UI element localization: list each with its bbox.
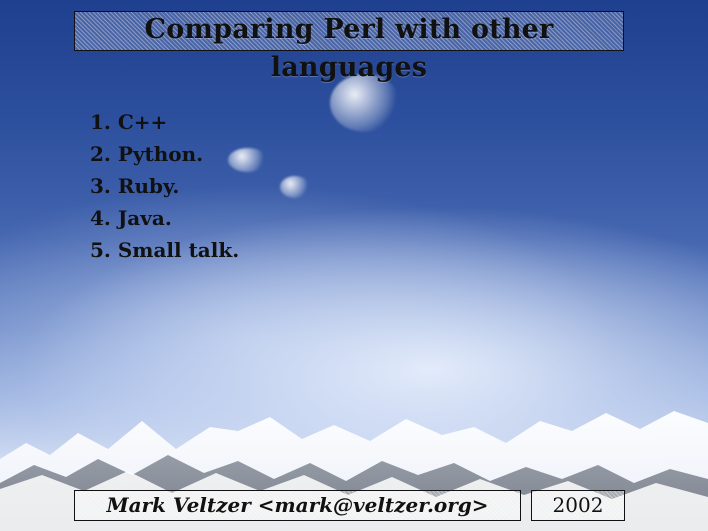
footer-author-box [74,490,521,521]
list-item: 2. Python. [90,142,204,166]
slide-title: Comparing Perl with other languages [144,14,554,83]
list-item: 5. Small talk. [90,238,240,262]
list-item: 4. Java. [90,206,172,230]
footer-year-box [531,490,625,521]
language-list: 1. C++ 2. Python. 3. Ruby. 4. Java. 5. S… [90,106,239,266]
list-item: 3. Ruby. [90,174,180,198]
list-item: 1. C++ [90,110,168,134]
title-banner [74,11,624,51]
footer-author: Mark Veltzer <mark@veltzer.org> [106,493,489,517]
footer-year: 2002 [552,493,604,517]
cloud-puff [280,176,310,198]
